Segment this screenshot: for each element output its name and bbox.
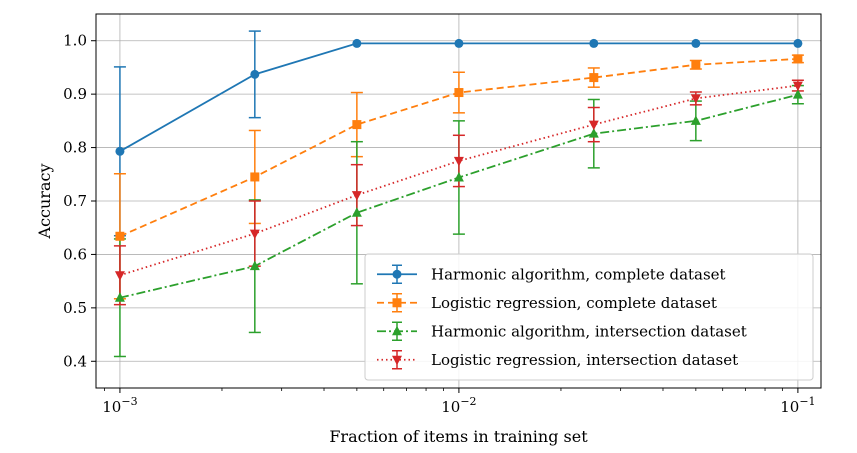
y-tick-label: 0.6 <box>63 245 87 263</box>
data-point <box>792 89 803 99</box>
data-point <box>588 128 599 138</box>
x-tick-label: 10−1 <box>780 395 815 416</box>
x-tick-label: 10−3 <box>102 395 137 416</box>
legend-marker <box>392 325 402 336</box>
data-point <box>691 38 701 48</box>
data-point <box>351 207 362 217</box>
data-point <box>690 94 701 104</box>
data-point <box>792 81 803 92</box>
data-point <box>690 115 701 125</box>
series-markers <box>114 38 803 302</box>
data-point <box>589 73 599 83</box>
data-point <box>250 172 260 182</box>
data-point <box>793 38 803 48</box>
data-point <box>250 69 260 79</box>
data-point <box>453 171 464 182</box>
data-point <box>114 271 125 281</box>
data-point <box>453 156 464 167</box>
data-point <box>249 260 260 271</box>
y-tick-label: 0.7 <box>63 192 87 210</box>
y-axis-label: Accuracy <box>35 164 54 240</box>
y-tick-label: 0.5 <box>63 299 87 317</box>
data-point <box>114 292 125 302</box>
legend-label: Logistic regression, complete dataset <box>431 294 717 312</box>
x-axis-label: Fraction of items in training set <box>329 427 588 446</box>
axis-ticks: 0.4 0.5 0.6 0.7 0.8 0.9 1.0 10−3 10−2 10−1 <box>63 32 815 416</box>
legend-marker <box>392 355 402 366</box>
legend-label: Harmonic algorithm, intersection dataset <box>431 322 747 340</box>
x-tick-label: 10−2 <box>441 395 476 416</box>
y-tick-label: 1.0 <box>63 32 87 50</box>
legend-label: Logistic regression, intersection datase… <box>431 351 738 369</box>
data-point <box>589 38 599 48</box>
data-point <box>454 88 464 98</box>
data-point <box>115 146 125 156</box>
data-point <box>352 120 362 130</box>
data-point <box>454 38 464 48</box>
y-tick-label: 0.8 <box>63 139 87 157</box>
data-point <box>352 38 362 48</box>
data-point <box>793 54 803 64</box>
data-point <box>249 229 260 240</box>
legend-marker <box>392 298 402 308</box>
data-point <box>691 60 701 70</box>
data-point <box>351 191 362 201</box>
legend-box <box>364 253 814 381</box>
y-tick-label: 0.4 <box>63 352 87 370</box>
data-point <box>588 120 599 131</box>
legend-marker <box>392 269 402 279</box>
legend-label: Harmonic algorithm, complete dataset <box>431 265 726 283</box>
data-point <box>115 231 125 241</box>
legend: Harmonic algorithm, complete dataset Logi… <box>364 253 814 381</box>
y-tick-label: 0.9 <box>63 85 87 103</box>
